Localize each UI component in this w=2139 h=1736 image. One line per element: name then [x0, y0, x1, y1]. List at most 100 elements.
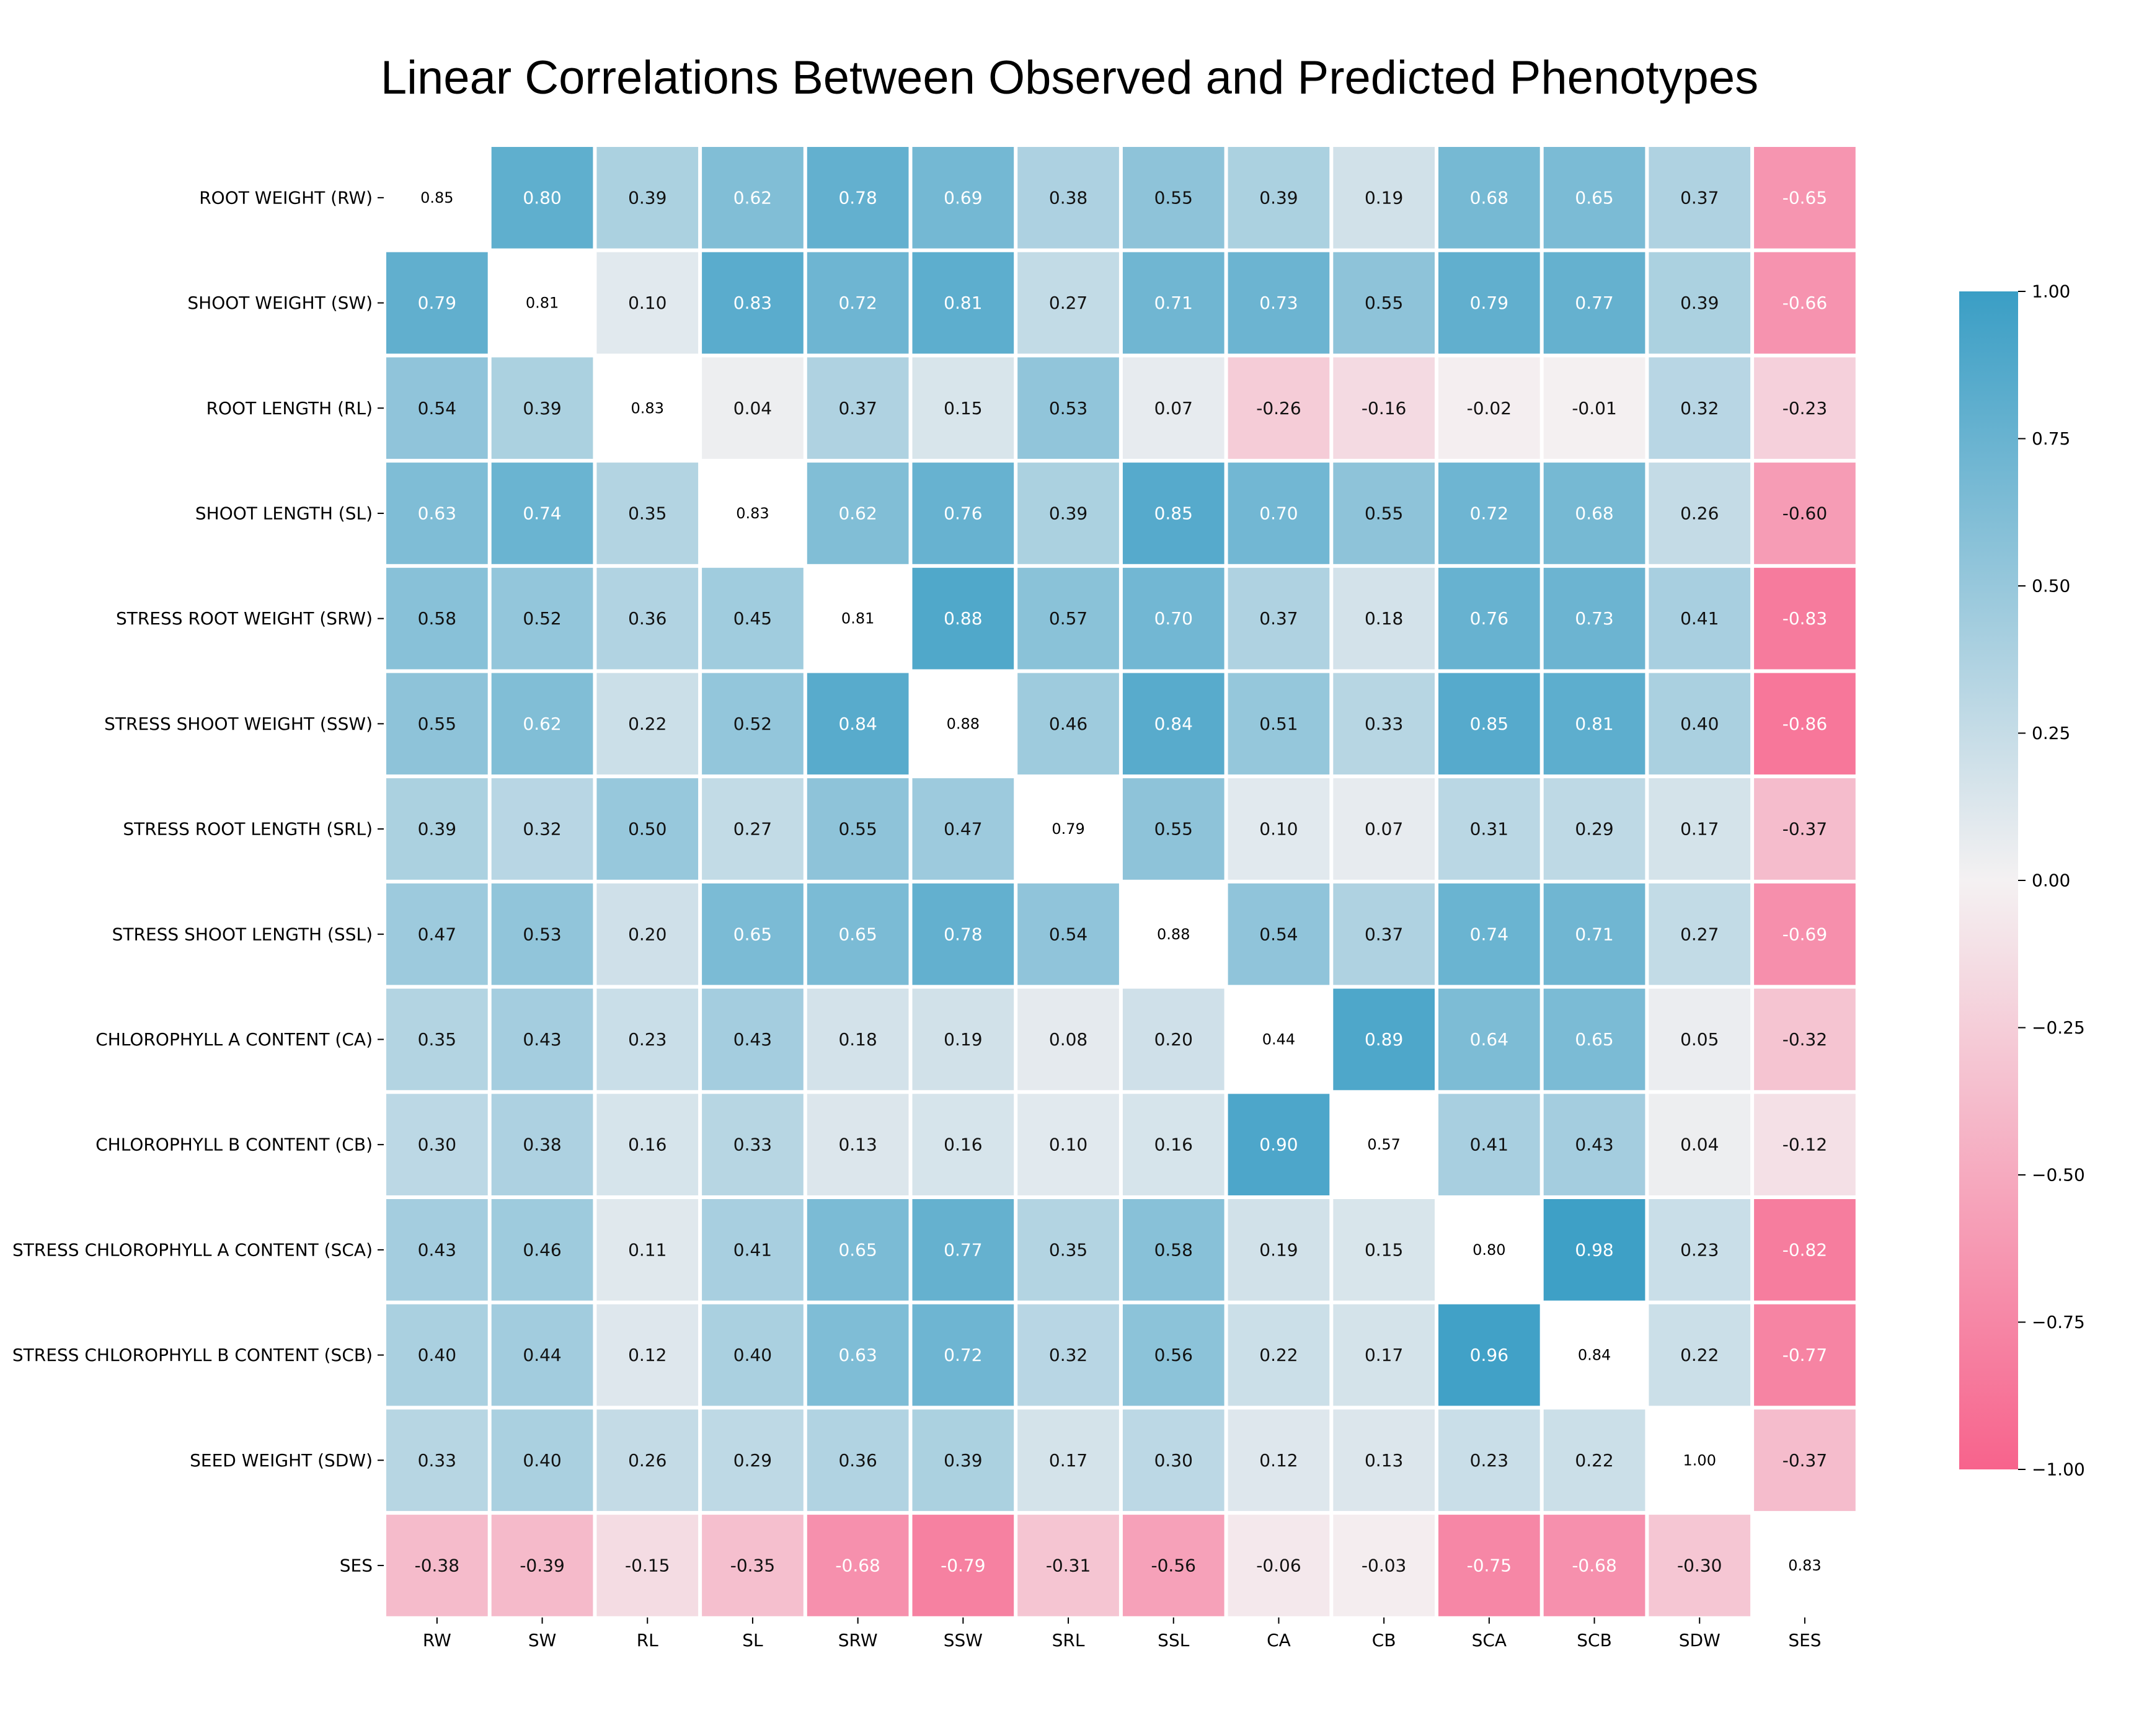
- cell-srw-row-1-value: 0.72: [838, 293, 877, 313]
- cell-ssl-row-4: [1122, 567, 1224, 670]
- cell-sdw-row-7-value: 0.27: [1680, 924, 1719, 944]
- cell-ses-row-10: [1754, 1199, 1856, 1301]
- cell-sw-row-3-value: 0.74: [523, 503, 561, 523]
- cell-rw-row-4: [386, 567, 488, 670]
- cell-sca-row-5-value: 0.85: [1470, 714, 1508, 734]
- column-label-rw: RW: [423, 1630, 451, 1650]
- cell-srl-row-5-value: 0.46: [1049, 714, 1087, 734]
- cell-sw-row-6-value: 0.32: [523, 819, 561, 839]
- cell-scb-row-9: [1543, 1094, 1645, 1195]
- cell-sca-row-13-value: -0.75: [1467, 1555, 1512, 1575]
- cell-ssl-row-9-value: 0.16: [1154, 1135, 1193, 1155]
- cell-ses-row-7: [1754, 883, 1856, 985]
- cell-sl-row-3-value: 0.83: [736, 505, 769, 522]
- cell-ses-row-0: [1754, 147, 1856, 249]
- cell-rl-row-8: [596, 988, 699, 1091]
- cell-rl-row-7: [596, 883, 699, 985]
- cell-sdw-row-2: [1649, 357, 1751, 459]
- cell-srl-row-6-value: 0.79: [1052, 820, 1084, 838]
- cell-sw-row-0: [491, 147, 593, 249]
- cell-ssl-row-0: [1122, 147, 1224, 249]
- cell-sdw-row-1-value: 0.39: [1680, 293, 1719, 313]
- cell-sdw-row-11-value: 0.22: [1680, 1345, 1719, 1365]
- cell-cb-row-3: [1333, 463, 1435, 564]
- cell-ssw-row-13-value: -0.79: [941, 1555, 985, 1575]
- cell-scb-row-3-value: 0.68: [1575, 503, 1613, 523]
- cell-ca-row-12-value: 0.12: [1259, 1450, 1298, 1471]
- row-label-stress-shoot-weight-ssw: STRESS SHOOT WEIGHT (SSW): [104, 714, 373, 734]
- cell-sdw-row-5: [1649, 673, 1751, 775]
- cell-sl-row-4: [702, 567, 804, 670]
- cell-ssw-row-6-value: 0.47: [944, 819, 982, 839]
- cell-sdw-row-0: [1649, 147, 1751, 249]
- cell-sca-row-8: [1438, 988, 1540, 1091]
- cell-sw-row-11-value: 0.44: [523, 1345, 561, 1365]
- cell-ca-row-1-value: 0.73: [1259, 293, 1298, 313]
- heatmap-cells: 0.85 0.80 0.39 0.62 0.78 0.69 0.38 0.55 0.39 0.19…: [386, 147, 1856, 1616]
- cell-sdw-row-8: [1649, 988, 1751, 1091]
- cell-ca-row-4: [1228, 567, 1330, 670]
- cell-srw-row-6-value: 0.55: [838, 819, 877, 839]
- cell-srw-row-12: [807, 1409, 909, 1512]
- cell-sdw-row-2-value: 0.32: [1680, 398, 1719, 418]
- column-label-ca: CA: [1267, 1630, 1291, 1650]
- cell-rw-row-11-value: 0.40: [418, 1345, 456, 1365]
- cell-ssl-row-10: [1122, 1199, 1224, 1301]
- cell-sdw-row-12-value: 1.00: [1683, 1451, 1716, 1469]
- cell-ssw-row-7: [912, 883, 1014, 985]
- row-label-shoot-weight-sw: SHOOT WEIGHT (SW): [187, 293, 373, 313]
- cell-rl-row-4: [596, 567, 699, 670]
- cell-sca-row-6-value: 0.31: [1470, 819, 1508, 839]
- cell-rl-row-13: [596, 1515, 699, 1616]
- cell-sl-row-4-value: 0.45: [733, 608, 772, 629]
- cell-sw-row-4-value: 0.52: [523, 608, 561, 629]
- cell-cb-row-6-value: 0.07: [1365, 819, 1403, 839]
- row-label-shoot-length-sl: SHOOT LENGTH (SL): [195, 503, 373, 523]
- cell-rl-row-10: [596, 1199, 699, 1301]
- cell-sdw-row-12: [1649, 1409, 1751, 1512]
- cell-sw-row-13-value: -0.39: [520, 1555, 564, 1575]
- colorbar-tick-label: 1.00: [2032, 281, 2070, 302]
- cell-cb-row-2-value: -0.16: [1362, 398, 1406, 418]
- cell-scb-row-9-value: 0.43: [1575, 1135, 1613, 1155]
- cell-srl-row-0: [1017, 147, 1119, 249]
- cell-ca-row-12: [1228, 1409, 1330, 1512]
- cell-rw-row-5: [386, 673, 488, 775]
- cell-sl-row-5-value: 0.52: [733, 714, 772, 734]
- cell-scb-row-3: [1543, 463, 1645, 564]
- column-label-ssl: SSL: [1158, 1630, 1190, 1650]
- colorbar-tick-label: 0.75: [2032, 428, 2070, 449]
- cell-ca-row-4-value: 0.37: [1259, 608, 1298, 629]
- cell-sdw-row-9-value: 0.04: [1680, 1135, 1719, 1155]
- cell-ca-row-5-value: 0.51: [1259, 714, 1298, 734]
- cell-sca-row-5: [1438, 673, 1540, 775]
- cell-rl-row-7-value: 0.20: [628, 924, 666, 944]
- cell-rl-row-13-value: -0.15: [625, 1555, 670, 1575]
- cell-scb-row-5-value: 0.81: [1575, 714, 1613, 734]
- cell-ca-row-13: [1228, 1515, 1330, 1616]
- cell-rl-row-0-value: 0.39: [628, 187, 666, 208]
- cell-rl-row-4-value: 0.36: [628, 608, 666, 629]
- cell-sl-row-12-value: 0.29: [733, 1450, 772, 1471]
- cell-rl-row-6-value: 0.50: [628, 819, 666, 839]
- cell-sl-row-3: [702, 463, 804, 564]
- cell-rw-row-3-value: 0.63: [418, 503, 456, 523]
- colorbar-tick-label: −0.50: [2032, 1165, 2085, 1185]
- cell-ses-row-8: [1754, 988, 1856, 1091]
- cell-srw-row-0: [807, 147, 909, 249]
- cell-srl-row-6: [1017, 778, 1119, 880]
- cell-rw-row-0: [386, 147, 488, 249]
- column-label-sdw: SDW: [1679, 1630, 1720, 1650]
- cell-sw-row-12: [491, 1409, 593, 1512]
- cell-sl-row-0-value: 0.62: [733, 187, 772, 208]
- cell-srw-row-13-value: -0.68: [835, 1555, 880, 1575]
- cell-sdw-row-11: [1649, 1304, 1751, 1406]
- cell-ca-row-3-value: 0.70: [1259, 503, 1298, 523]
- cell-cb-row-1-value: 0.55: [1365, 293, 1403, 313]
- column-label-sw: SW: [528, 1630, 556, 1650]
- cell-ssw-row-3-value: 0.76: [944, 503, 982, 523]
- cell-srw-row-7: [807, 883, 909, 985]
- cell-ssl-row-8-value: 0.20: [1154, 1029, 1193, 1050]
- cell-srl-row-9: [1017, 1094, 1119, 1195]
- cell-ca-row-2: [1228, 357, 1330, 459]
